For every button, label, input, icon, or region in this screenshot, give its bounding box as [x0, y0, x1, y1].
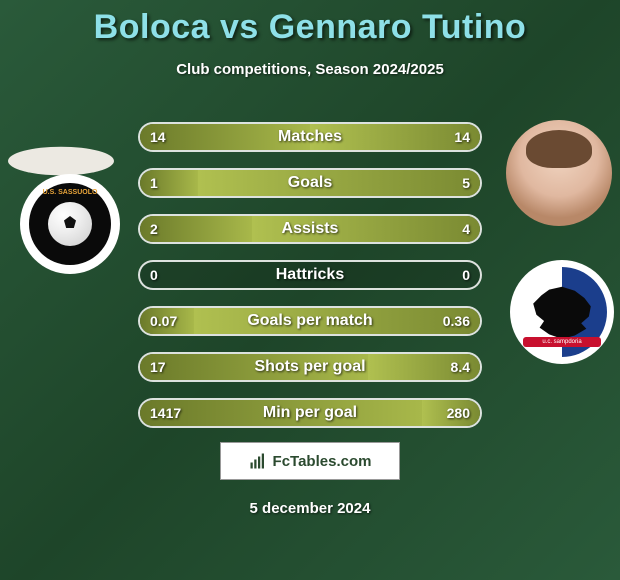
- comparison-date: 5 december 2024: [0, 500, 620, 517]
- stat-row: 178.4Shots per goal: [138, 352, 482, 382]
- comparison-title: Boloca vs Gennaro Tutino: [0, 0, 620, 47]
- stat-row: 15Goals: [138, 168, 482, 198]
- stat-label: Shots per goal: [140, 354, 480, 380]
- club-right-badge: u.c. sampdoria: [510, 260, 610, 360]
- source-badge[interactable]: FcTables.com: [220, 442, 400, 480]
- stat-label: Goals per match: [140, 308, 480, 334]
- chart-icon: [249, 452, 267, 470]
- player-right-avatar: [506, 120, 612, 226]
- sailor-silhouette-icon: [530, 284, 594, 340]
- stat-row: 1417280Min per goal: [138, 398, 482, 428]
- soccer-ball-icon: [48, 202, 92, 246]
- stat-label: Matches: [140, 124, 480, 150]
- club-left-badge: U.S. SASSUOLO: [20, 174, 120, 274]
- sampdoria-crest-icon: u.c. sampdoria: [510, 260, 614, 364]
- stat-row: 1414Matches: [138, 122, 482, 152]
- sassuolo-crest-icon: U.S. SASSUOLO: [20, 174, 120, 274]
- club-left-name: U.S. SASSUOLO: [29, 189, 111, 196]
- stat-row: 0.070.36Goals per match: [138, 306, 482, 336]
- stat-row: 24Assists: [138, 214, 482, 244]
- stat-label: Hattricks: [140, 262, 480, 288]
- season-subtitle: Club competitions, Season 2024/2025: [0, 61, 620, 78]
- stat-label: Min per goal: [140, 400, 480, 426]
- club-right-name: u.c. sampdoria: [523, 337, 601, 347]
- stat-row: 00Hattricks: [138, 260, 482, 290]
- stat-label: Assists: [140, 216, 480, 242]
- source-brand-text: FcTables.com: [273, 453, 372, 470]
- stat-label: Goals: [140, 170, 480, 196]
- player-left-avatar: [8, 147, 114, 176]
- stats-table: 1414Matches 15Goals 24Assists 00Hattricks 0.…: [138, 122, 482, 444]
